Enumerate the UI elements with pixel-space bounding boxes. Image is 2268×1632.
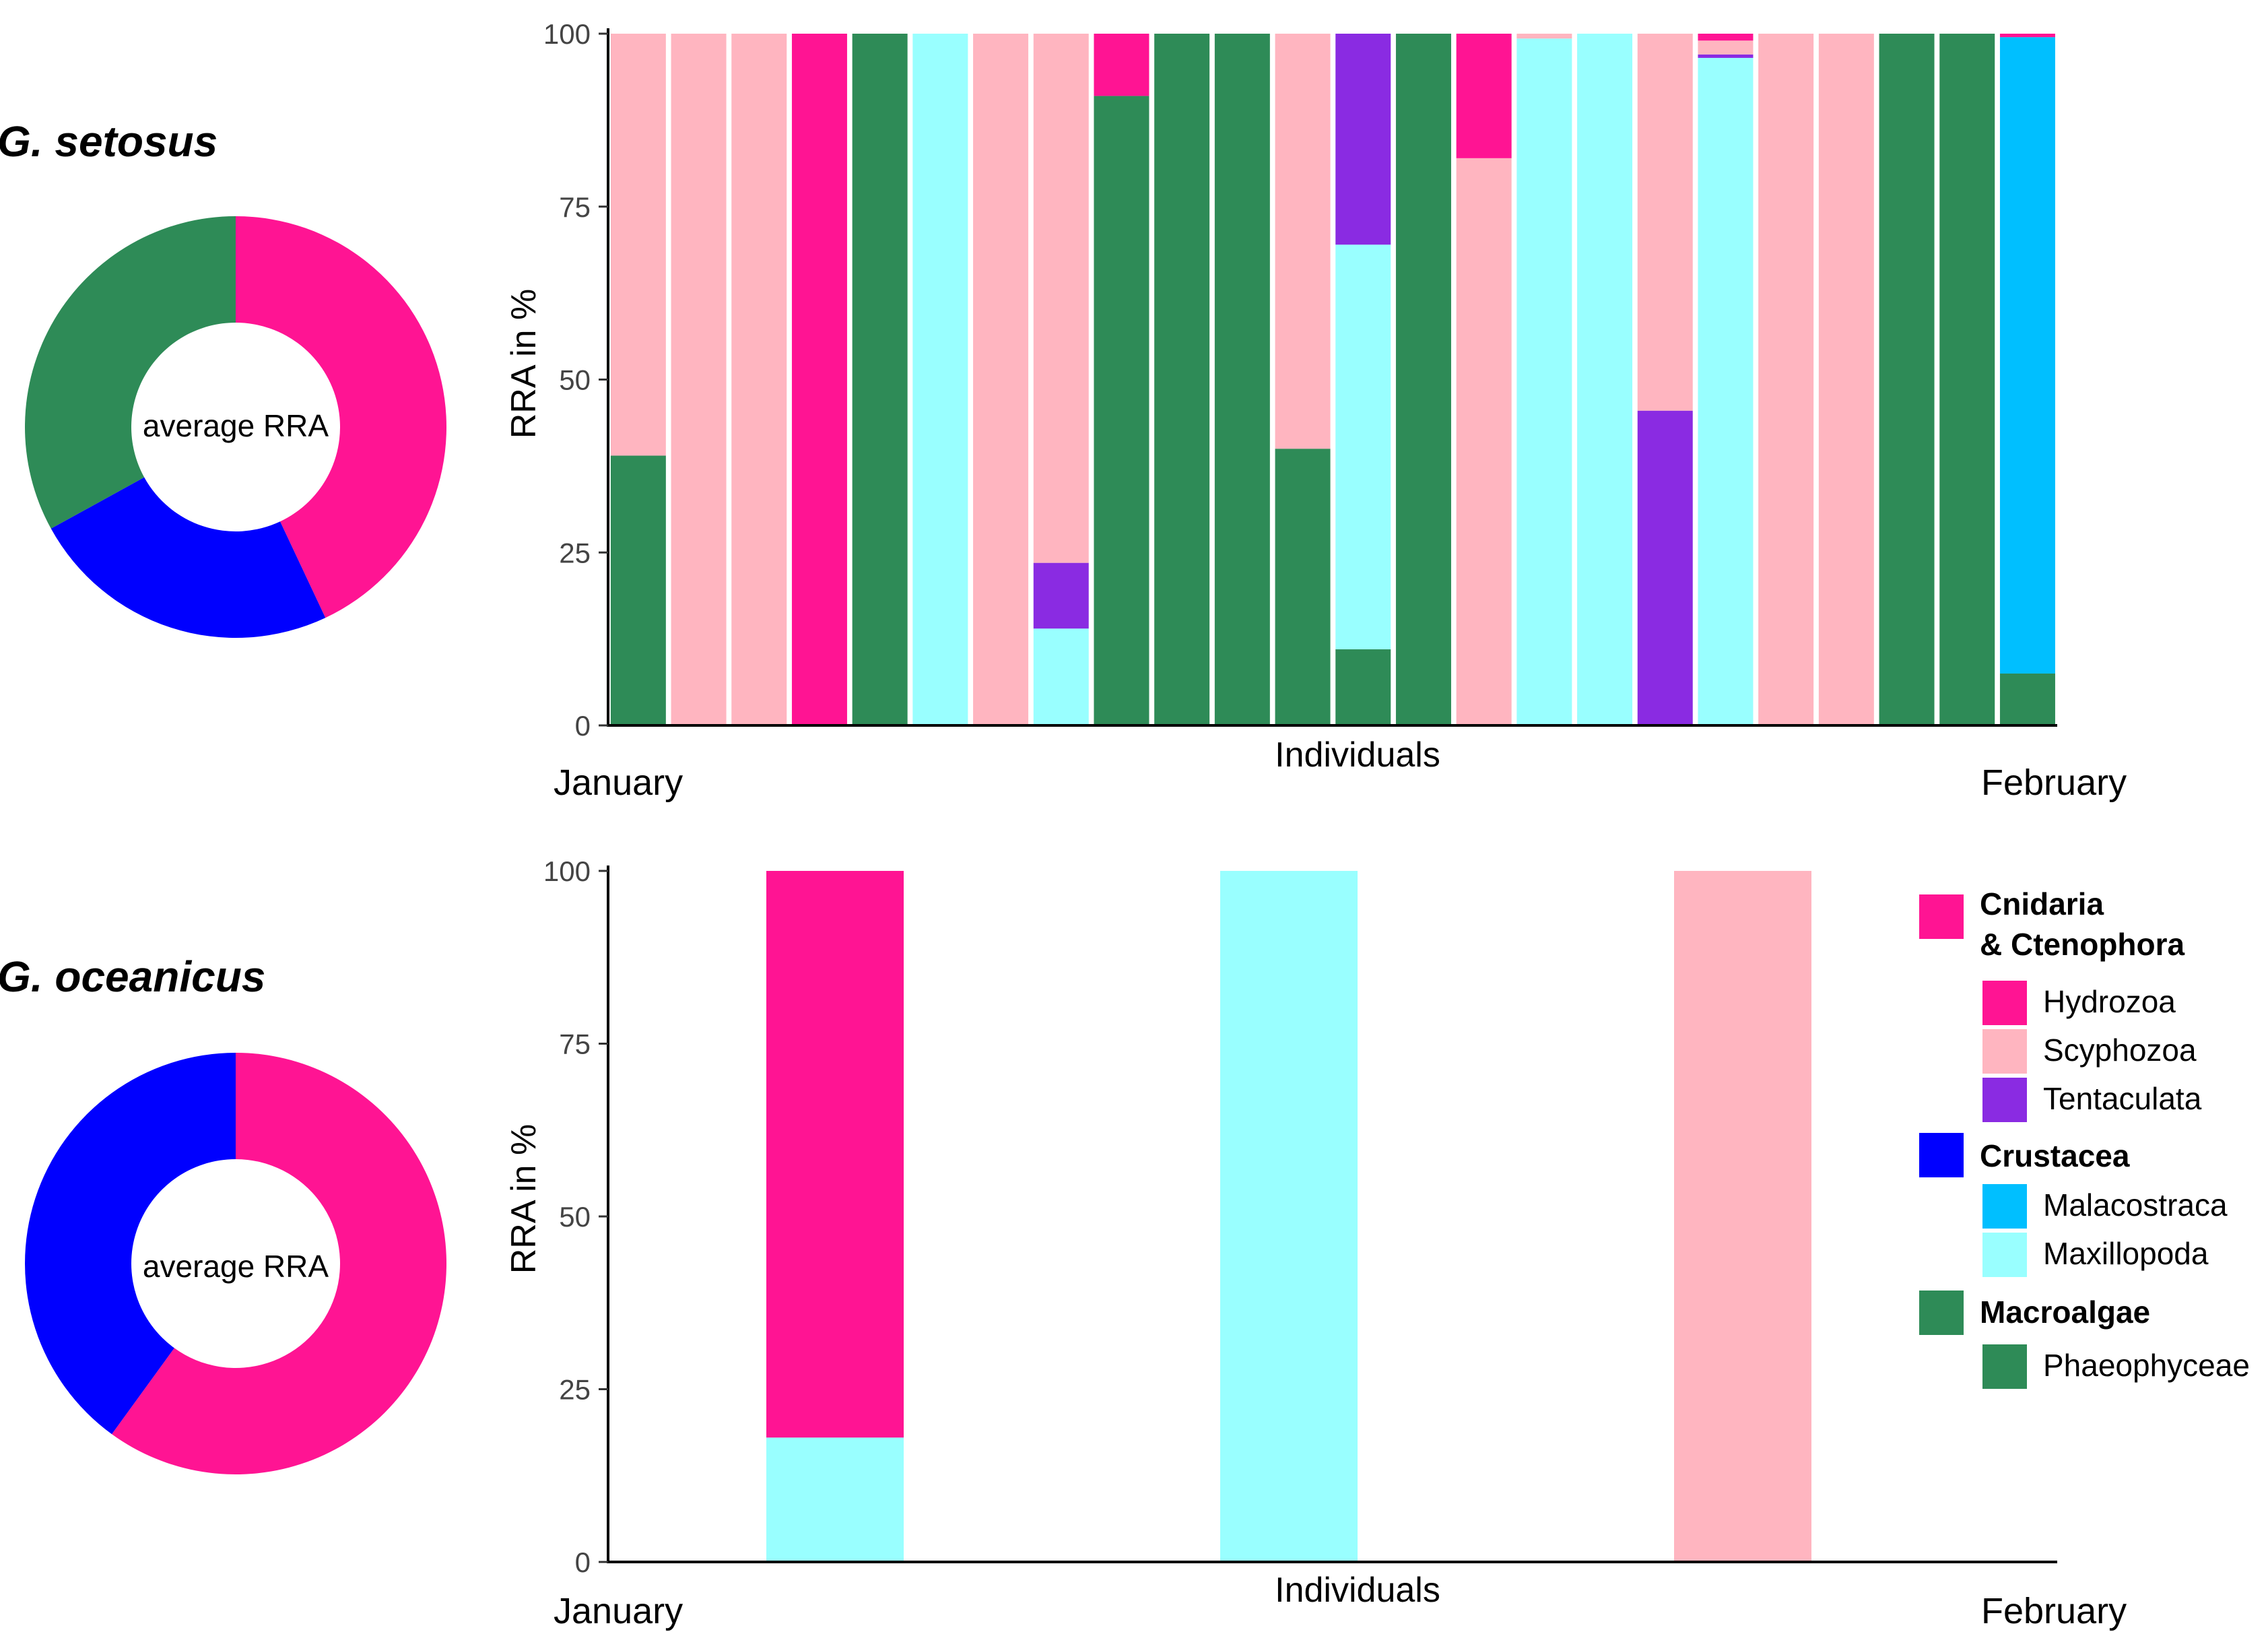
y-tick-label: 0	[575, 710, 591, 742]
bar-segment-scyphozoa	[1674, 871, 1811, 1562]
donut-center-label-oceanicus: average RRA	[143, 1249, 329, 1284]
bar-segment-hydrozoa	[766, 871, 904, 1438]
y-tick-label: 50	[559, 364, 591, 396]
legend-item-label: Tentaculata	[2043, 1081, 2202, 1116]
bar-segment-scyphozoa	[1698, 40, 1754, 55]
y-axis-title-setosus: RRA in %	[504, 289, 543, 439]
y-tick-label: 100	[543, 855, 591, 887]
legend-swatch-tentaculata	[1982, 1078, 2027, 1122]
legend-group-label: Macroalgae	[1980, 1295, 2150, 1330]
y-tick-label: 25	[559, 537, 591, 568]
legend-item-label: Hydrozoa	[2043, 984, 2176, 1019]
bar-chart-setosus: 0 25 50 75 100	[543, 18, 2057, 742]
bar-segment-phaeophyceae	[1879, 34, 1935, 725]
legend-swatch-malacostraca	[1982, 1184, 2027, 1229]
donut-center-label-setosus: average RRA	[143, 408, 329, 443]
bar-segment-hydrozoa	[1456, 34, 1512, 158]
bar-segment-maxillopoda	[1516, 38, 1572, 725]
bar-segment-scyphozoa	[1637, 34, 1693, 411]
bar-segment-hydrozoa	[1698, 34, 1754, 41]
bar-segment-maxillopoda	[1033, 628, 1089, 725]
donut-slice-cnidaria-ctenophora	[112, 1053, 446, 1474]
species-title-oceanicus: G. oceanicus	[0, 952, 265, 1001]
bar-segment-hydrozoa	[1094, 34, 1149, 96]
y-axis-title-oceanicus: RRA in %	[504, 1124, 543, 1274]
bar-segment-maxillopoda	[912, 34, 968, 725]
legend-swatch-crustacea	[1919, 1133, 1964, 1177]
legend-swatch-scyphozoa	[1982, 1029, 2027, 1074]
legend-item-label: Phaeophyceae	[2043, 1348, 2250, 1383]
legend-group-label: Crustacea	[1980, 1138, 2130, 1173]
bar-segment-hydrozoa	[791, 34, 847, 725]
bar-segment-maxillopoda	[1577, 34, 1633, 725]
legend-item-label: Maxillopoda	[2043, 1236, 2209, 1271]
bar-segment-scyphozoa	[1758, 34, 1814, 725]
y-tick-label: 100	[543, 18, 591, 50]
bar-segment-phaeophyceae	[1214, 34, 1270, 725]
donut-slice-crustacea	[51, 477, 326, 638]
y-tick-label: 50	[559, 1201, 591, 1233]
bar-segment-phaeophyceae	[1154, 34, 1210, 725]
bar-segment-tentaculata	[1637, 410, 1693, 725]
y-tick-label: 25	[559, 1374, 591, 1406]
bar-segment-tentaculata	[1033, 562, 1089, 629]
x-end-label-oceanicus: February	[1981, 1591, 2127, 1631]
bar-segment-scyphozoa	[1456, 158, 1512, 726]
bar-chart-oceanicus: 0 25 50 75 100	[543, 855, 2057, 1578]
donut-slice-cnidaria-ctenophora	[236, 216, 446, 618]
y-tick-label: 0	[575, 1546, 591, 1578]
x-axis-title-oceanicus: Individuals	[1275, 1571, 1440, 1610]
bar-segment-phaeophyceae	[1094, 96, 1149, 725]
bar-segment-tentaculata	[1698, 54, 1754, 58]
bar-segment-phaeophyceae	[1275, 449, 1331, 725]
bar-segment-phaeophyceae	[610, 455, 666, 725]
bar-segment-hydrozoa	[1999, 34, 2055, 38]
legend-item-label: Malacostraca	[2043, 1187, 2228, 1222]
x-start-label-setosus: January	[554, 762, 683, 803]
y-tick-label: 75	[559, 1029, 591, 1060]
bar-segment-maxillopoda	[1698, 57, 1754, 725]
bar-segment-phaeophyceae	[852, 34, 908, 725]
bar-segment-phaeophyceae	[1939, 34, 1995, 725]
x-start-label-oceanicus: January	[554, 1591, 683, 1631]
legend-swatch-cnidaria-ctenophora	[1919, 894, 1964, 939]
bar-segment-maxillopoda	[1220, 871, 1358, 1562]
legend: Cnidaria & Ctenophora Hydrozoa Scyphozoa…	[1919, 886, 2250, 1389]
x-end-label-setosus: February	[1981, 762, 2127, 803]
bar-segment-scyphozoa	[1818, 34, 1874, 725]
donut-chart-setosus	[24, 216, 446, 638]
bar-segment-malacostraca	[1999, 37, 2055, 674]
bar-segment-scyphozoa	[1033, 34, 1089, 563]
bar-segment-scyphozoa	[973, 34, 1029, 725]
legend-group-label: & Ctenophora	[1980, 927, 2185, 962]
y-tick-label: 75	[559, 191, 591, 223]
x-axis-title-setosus: Individuals	[1275, 736, 1440, 775]
donut-slice-macroalgae	[24, 216, 236, 529]
bar-segment-scyphozoa	[671, 34, 727, 725]
legend-group-label: Cnidaria	[1980, 886, 2104, 921]
donut-chart-oceanicus	[24, 1053, 446, 1474]
bar-segment-maxillopoda	[766, 1437, 904, 1562]
legend-swatch-phaeophyceae	[1982, 1344, 2027, 1389]
bar-segment-scyphozoa	[731, 34, 787, 725]
donut-slice-crustacea	[24, 1053, 236, 1435]
bar-segment-scyphozoa	[1516, 34, 1572, 39]
bar-segment-phaeophyceae	[1999, 673, 2055, 725]
bar-segment-phaeophyceae	[1395, 34, 1451, 725]
legend-swatch-hydrozoa	[1982, 981, 2027, 1025]
bar-segment-phaeophyceae	[1335, 649, 1391, 725]
legend-swatch-maxillopoda	[1982, 1233, 2027, 1277]
bar-segment-scyphozoa	[610, 34, 666, 456]
bar-segment-scyphozoa	[1275, 34, 1331, 449]
bar-segment-tentaculata	[1335, 34, 1391, 245]
legend-swatch-macroalgae	[1919, 1291, 1964, 1335]
species-title-setosus: G. setosus	[0, 117, 218, 166]
bar-segment-maxillopoda	[1335, 244, 1391, 650]
legend-item-label: Scyphozoa	[2043, 1033, 2197, 1068]
